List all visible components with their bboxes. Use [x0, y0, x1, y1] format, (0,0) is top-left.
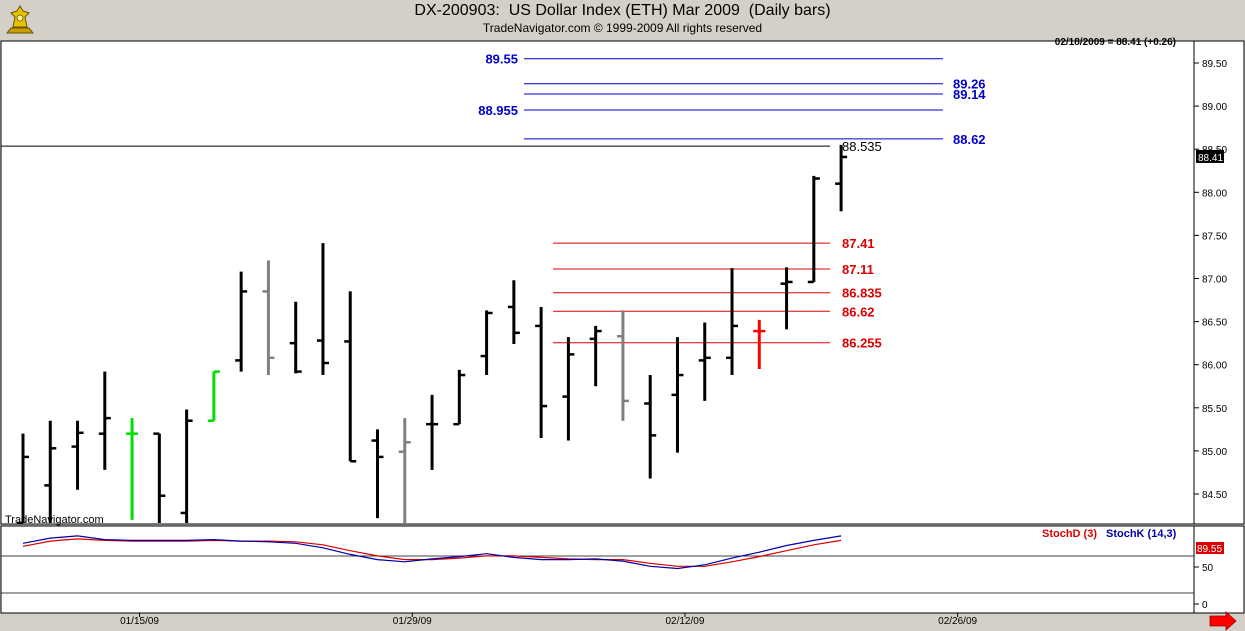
- ohlc-bar: [126, 418, 139, 520]
- trade-navigator-logo-icon[interactable]: [3, 3, 37, 37]
- price-panel: [0, 40, 1195, 525]
- y-tick-label: 85.00: [1202, 447, 1227, 458]
- legend-stochk: StochK (14,3): [1106, 528, 1177, 540]
- level-label: 89.55: [485, 52, 518, 67]
- ohlc-bar: [535, 306, 548, 438]
- ohlc-bar: [316, 243, 329, 376]
- ohlc-bar: [616, 310, 629, 421]
- price-axis-ticks: 84.50 85.00 85.50 86.00 86.50 87.00 87.50 88.00…: [1194, 59, 1227, 501]
- ohlc-bar: [44, 420, 57, 523]
- title-bar: DX-200903: US Dollar Index (ETH) Mar 200…: [0, 0, 1245, 40]
- osc-tick-label: 50: [1202, 563, 1214, 574]
- oscillator-axis: [1193, 525, 1245, 614]
- x-tick-label: 02/12/09: [665, 616, 704, 627]
- ohlc-bar: [807, 175, 820, 284]
- osc-last-badge: [1196, 542, 1224, 554]
- osc-series-line: [22, 538, 842, 567]
- y-tick-label: 89.50: [1202, 59, 1227, 70]
- ohlc-bar: [289, 301, 302, 374]
- ohlc-bar: [753, 319, 766, 370]
- y-tick-label: 86.50: [1202, 318, 1227, 329]
- price-axis: [1193, 40, 1245, 525]
- ohlc-bar: [153, 432, 166, 523]
- chart-subtitle: TradeNavigator.com © 1999-2009 All right…: [482, 21, 763, 35]
- date-axis-ticks: 01/15/09 01/29/09 02/12/09 02/26/09: [120, 613, 978, 627]
- last-price-badge: [1196, 149, 1224, 163]
- chart-title: DX-200903: US Dollar Index (ETH) Mar 200…: [414, 2, 831, 19]
- ohlc-bar: [262, 260, 275, 376]
- level-label: 89.14: [953, 87, 986, 102]
- y-tick-label: 87.50: [1202, 231, 1227, 242]
- y-tick-label: 84.50: [1202, 490, 1227, 501]
- y-tick-label: 88.00: [1202, 188, 1227, 199]
- level-label: 88.955: [478, 103, 518, 118]
- level-label: 88.535: [842, 139, 882, 154]
- osc-last-label: 89.55: [1197, 544, 1222, 555]
- level-label: 87.11: [842, 262, 874, 277]
- ohlc-bar: [835, 144, 848, 212]
- watermark: TradeNavigator.com: [5, 514, 104, 526]
- oscillator-panel: [0, 525, 1195, 614]
- ohlc-bar: [17, 433, 29, 525]
- ohlc-bar: [398, 418, 411, 523]
- ohlc-bar: [207, 370, 220, 422]
- ohlc-bar: [426, 394, 439, 470]
- ohlc-bar: [453, 369, 466, 426]
- ohlc-bar: [671, 337, 684, 453]
- y-tick-label: 89.00: [1202, 102, 1227, 113]
- ohlc-bar: [235, 271, 248, 372]
- ohlc-bar: [344, 291, 357, 463]
- ohlc-bars: [17, 144, 848, 525]
- last-price-label: 88.41: [1198, 153, 1223, 164]
- level-label: 86.62: [842, 304, 875, 319]
- level-label: 89.26: [953, 77, 986, 92]
- ohlc-bar: [589, 325, 602, 387]
- ohlc-bar: [371, 429, 384, 519]
- legend-stochd: StochD (3): [1042, 528, 1097, 540]
- ohlc-bar: [562, 337, 575, 441]
- ohlc-bar: [180, 409, 193, 523]
- oscillator-axis-ticks: 0 50 89.55: [1194, 542, 1224, 611]
- y-tick-label: 86.00: [1202, 361, 1227, 372]
- x-tick-label: 01/15/09: [120, 616, 159, 627]
- x-tick-label: 02/26/09: [938, 616, 977, 627]
- ohlc-bar: [726, 268, 739, 376]
- ohlc-bar: [698, 322, 711, 401]
- stochastic-lines: [22, 535, 842, 570]
- y-tick-label: 85.50: [1202, 404, 1227, 415]
- ohlc-bar: [780, 267, 793, 330]
- ohlc-bar: [71, 420, 84, 490]
- level-label: 86.255: [842, 336, 882, 351]
- ohlc-bar: [644, 375, 657, 479]
- ohlc-bar: [507, 280, 520, 345]
- osc-tick-label: 0: [1202, 600, 1208, 611]
- status-readout: 02/18/2009 = 88.41 (+0.26): [1055, 37, 1176, 48]
- x-tick-label: 01/29/09: [393, 616, 432, 627]
- scroll-right-icon[interactable]: [1209, 611, 1237, 631]
- ohlc-bar: [98, 371, 111, 470]
- osc-series-line: [22, 535, 842, 570]
- level-label: 88.62: [953, 132, 986, 147]
- level-label: 87.41: [842, 236, 875, 251]
- level-label: 86.835: [842, 286, 882, 301]
- ohlc-bar: [480, 310, 493, 376]
- y-tick-label: 87.00: [1202, 275, 1227, 286]
